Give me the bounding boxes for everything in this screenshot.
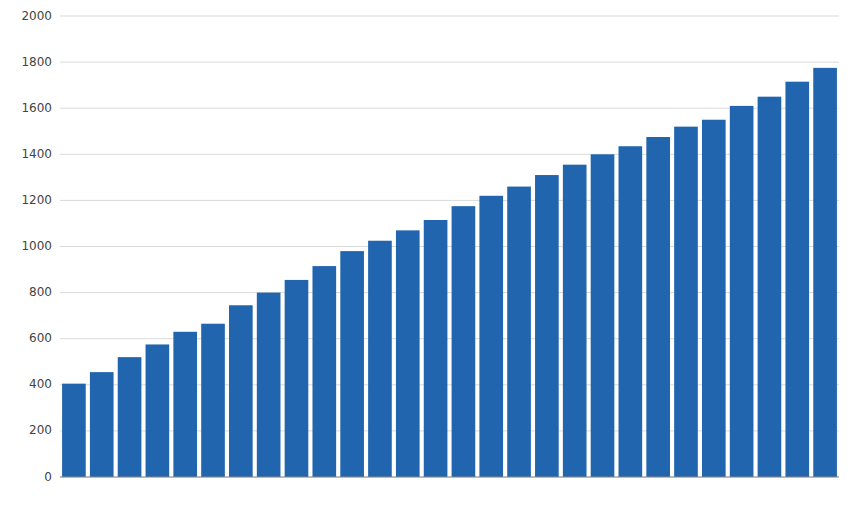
y-tick-label: 800 bbox=[29, 285, 52, 299]
bar bbox=[674, 127, 698, 477]
grid-line bbox=[60, 477, 839, 478]
bar bbox=[146, 344, 170, 477]
y-tick-label: 2000 bbox=[21, 9, 52, 23]
bars bbox=[62, 68, 837, 477]
bar bbox=[173, 332, 197, 477]
bar bbox=[646, 137, 670, 477]
bar bbox=[507, 187, 531, 477]
y-tick-label: 1600 bbox=[21, 101, 52, 115]
bar bbox=[619, 146, 643, 477]
bar bbox=[535, 175, 559, 477]
y-axis: 0 200 400 600 800 1000 1200 1400 1600 1800 2000 bbox=[21, 9, 52, 484]
grid bbox=[60, 16, 839, 477]
bar bbox=[479, 196, 503, 477]
bar bbox=[424, 220, 448, 477]
bar bbox=[452, 206, 476, 477]
y-tick-label: 200 bbox=[29, 423, 52, 437]
bar bbox=[340, 251, 364, 477]
bar bbox=[90, 372, 114, 477]
y-tick-label: 1800 bbox=[21, 55, 52, 69]
grid-line bbox=[60, 62, 839, 63]
bar bbox=[563, 165, 587, 477]
bar bbox=[62, 384, 86, 477]
grid-line bbox=[60, 16, 839, 17]
bar bbox=[758, 97, 782, 477]
bar bbox=[591, 154, 615, 477]
chart: 0 200 400 600 800 1000 1200 1400 1600 1800 2000 bbox=[0, 0, 855, 505]
y-tick-label: 1000 bbox=[21, 239, 52, 253]
y-tick-label: 1400 bbox=[21, 147, 52, 161]
bar bbox=[730, 106, 754, 477]
bar bbox=[229, 305, 253, 477]
bar bbox=[312, 266, 336, 477]
chart-container: 0 200 400 600 800 1000 1200 1400 1600 1800 2000 bbox=[0, 0, 855, 505]
bar bbox=[396, 230, 420, 477]
y-tick-label: 1200 bbox=[21, 193, 52, 207]
x-axis-line bbox=[60, 477, 839, 478]
bar bbox=[285, 280, 309, 477]
grid-line bbox=[60, 108, 839, 109]
y-tick-label: 0 bbox=[44, 470, 52, 484]
bar bbox=[118, 357, 142, 477]
bar bbox=[257, 293, 281, 477]
bar bbox=[201, 324, 225, 477]
y-tick-label: 600 bbox=[29, 331, 52, 345]
bar bbox=[702, 120, 726, 477]
bar bbox=[813, 68, 837, 477]
bar bbox=[785, 82, 809, 477]
y-tick-label: 400 bbox=[29, 377, 52, 391]
bar bbox=[368, 241, 392, 477]
x-axis bbox=[60, 477, 839, 478]
